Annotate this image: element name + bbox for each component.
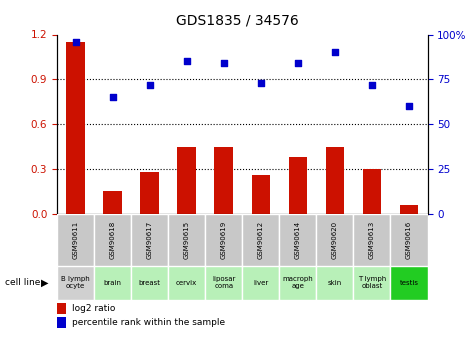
- Bar: [168, 266, 205, 300]
- Point: [146, 82, 153, 88]
- Bar: [168, 214, 205, 266]
- Text: breast: breast: [139, 280, 161, 286]
- Bar: [316, 266, 353, 300]
- Text: ▶: ▶: [41, 278, 49, 288]
- Text: liposar
coma: liposar coma: [212, 276, 236, 289]
- Point: [220, 60, 228, 66]
- Bar: [363, 169, 381, 214]
- Bar: [57, 214, 94, 266]
- Text: GDS1835 / 34576: GDS1835 / 34576: [176, 14, 299, 28]
- Text: skin: skin: [328, 280, 342, 286]
- Text: GSM90620: GSM90620: [332, 221, 338, 259]
- Bar: [94, 266, 131, 300]
- Bar: [242, 214, 279, 266]
- Bar: [57, 317, 67, 328]
- Text: GSM90611: GSM90611: [73, 221, 78, 259]
- Bar: [57, 303, 67, 314]
- Point: [183, 59, 190, 64]
- Bar: [104, 191, 122, 214]
- Text: testis: testis: [399, 280, 418, 286]
- Bar: [326, 147, 344, 214]
- Text: cervix: cervix: [176, 280, 197, 286]
- Point: [109, 95, 116, 100]
- Text: GSM90614: GSM90614: [295, 221, 301, 259]
- Bar: [66, 42, 85, 214]
- Text: GSM90613: GSM90613: [369, 221, 375, 259]
- Text: T lymph
oblast: T lymph oblast: [358, 276, 386, 289]
- Point: [294, 60, 302, 66]
- Bar: [353, 214, 390, 266]
- Text: GSM90619: GSM90619: [221, 221, 227, 259]
- Bar: [215, 147, 233, 214]
- Text: cell line: cell line: [5, 278, 40, 287]
- Text: GSM90612: GSM90612: [258, 221, 264, 259]
- Bar: [400, 205, 418, 214]
- Text: GSM90615: GSM90615: [184, 221, 190, 259]
- Bar: [316, 214, 353, 266]
- Text: B lymph
ocyte: B lymph ocyte: [61, 276, 90, 289]
- Bar: [390, 214, 428, 266]
- Bar: [131, 214, 168, 266]
- Bar: [205, 266, 242, 300]
- Text: brain: brain: [104, 280, 122, 286]
- Bar: [252, 175, 270, 214]
- Text: GSM90617: GSM90617: [147, 221, 152, 259]
- Point: [331, 50, 339, 55]
- Bar: [131, 266, 168, 300]
- Point: [405, 104, 413, 109]
- Text: liver: liver: [253, 280, 268, 286]
- Bar: [279, 214, 316, 266]
- Bar: [353, 266, 390, 300]
- Bar: [141, 172, 159, 214]
- Bar: [279, 266, 316, 300]
- Bar: [390, 266, 428, 300]
- Bar: [94, 214, 131, 266]
- Point: [72, 39, 79, 45]
- Point: [257, 80, 265, 86]
- Text: percentile rank within the sample: percentile rank within the sample: [72, 318, 225, 327]
- Point: [368, 82, 376, 88]
- Bar: [289, 157, 307, 214]
- Bar: [205, 214, 242, 266]
- Text: GSM90616: GSM90616: [406, 221, 412, 259]
- Bar: [57, 266, 94, 300]
- Text: log2 ratio: log2 ratio: [72, 304, 115, 313]
- Text: macroph
age: macroph age: [283, 276, 313, 289]
- Bar: [178, 147, 196, 214]
- Bar: [242, 266, 279, 300]
- Text: GSM90618: GSM90618: [110, 221, 115, 259]
